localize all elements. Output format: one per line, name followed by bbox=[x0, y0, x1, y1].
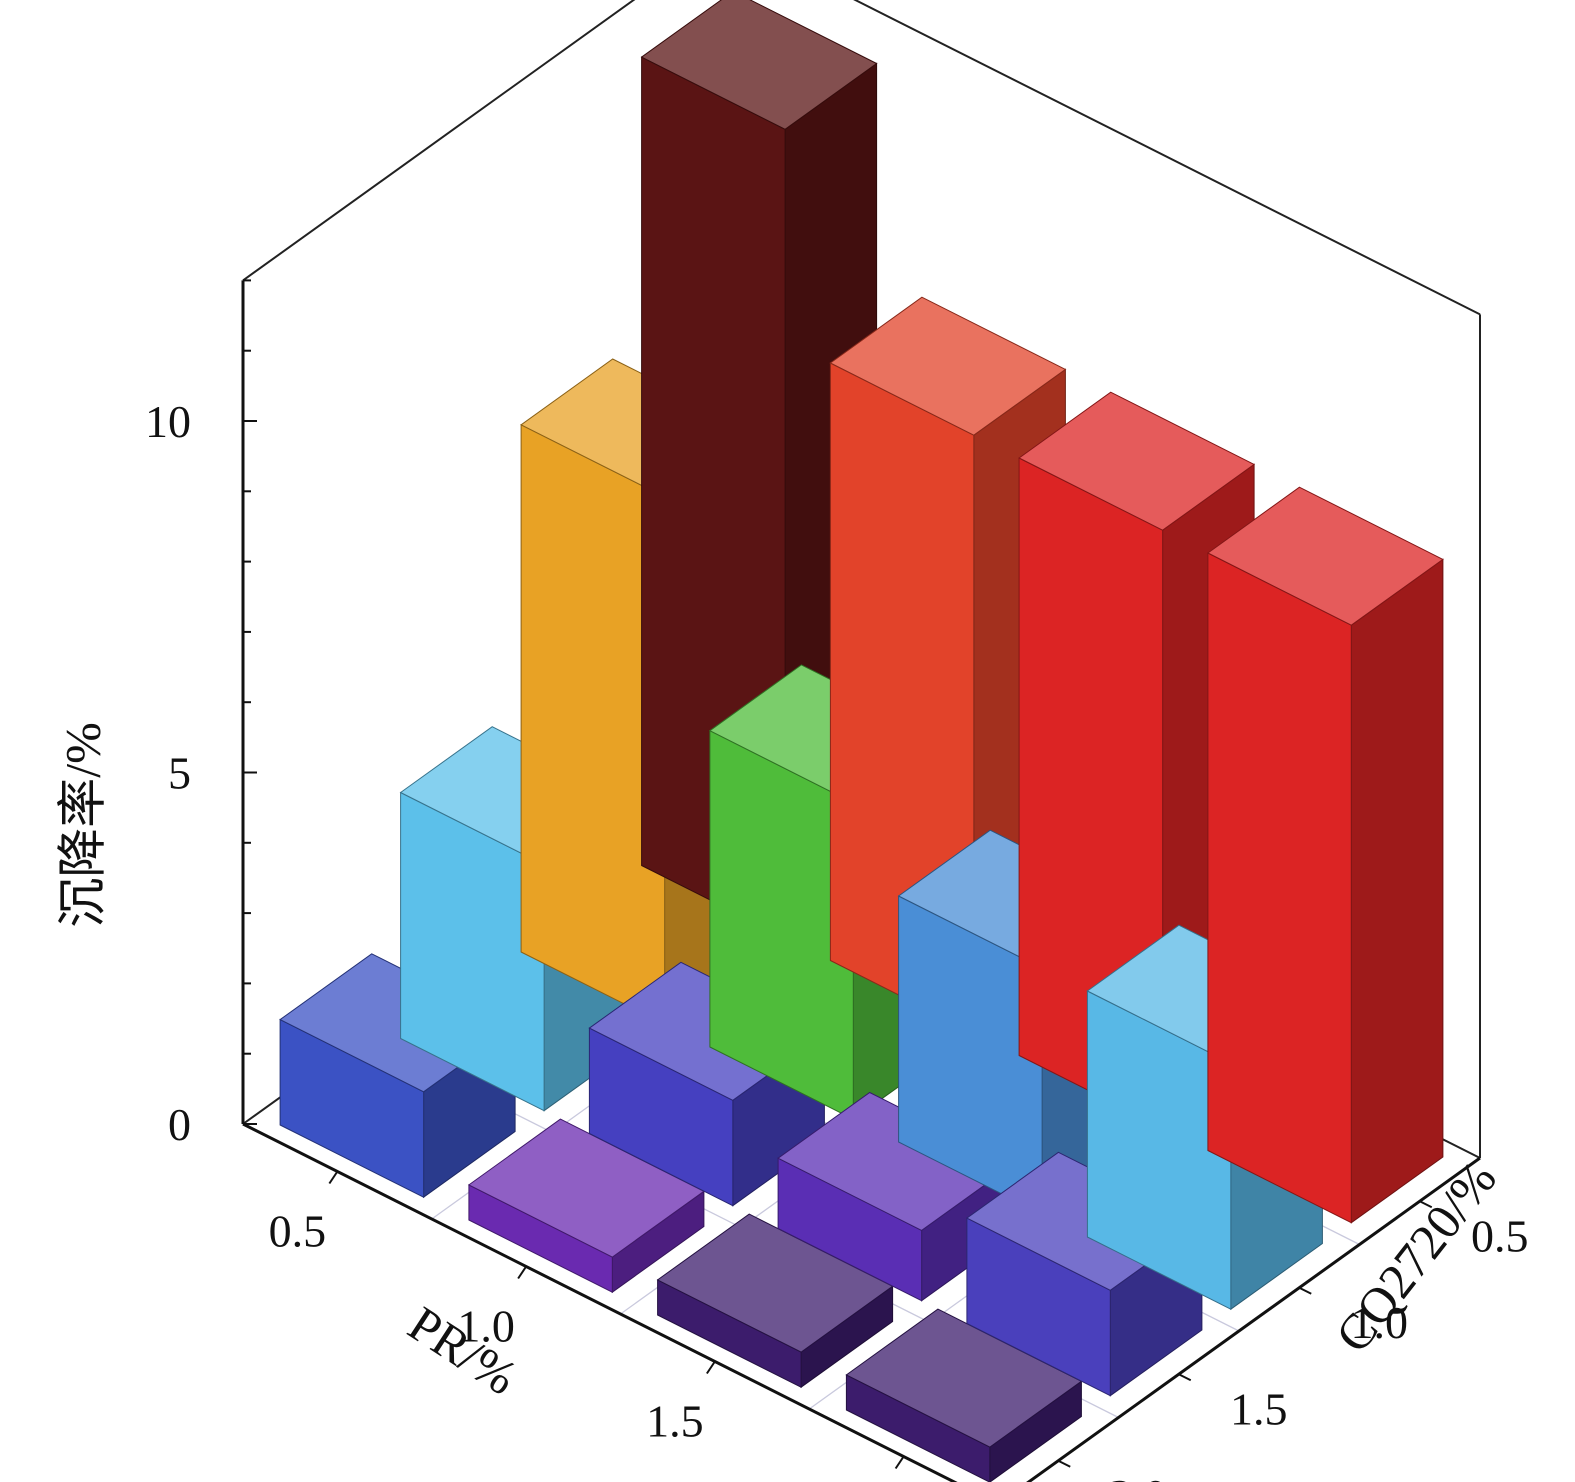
pr-tick-label: 0.5 bbox=[269, 1206, 327, 1257]
bar-top-face bbox=[829, 296, 1067, 436]
bar-top-face bbox=[640, 0, 878, 130]
frame-top bbox=[242, 0, 1481, 316]
bars-layer bbox=[279, 0, 1444, 1482]
bar-front-face bbox=[1207, 552, 1352, 1224]
cq-tick-label: 2.0 bbox=[1110, 1470, 1168, 1482]
pr-axis-line bbox=[242, 1122, 958, 1482]
z-axis-title: 沉降率/% bbox=[54, 722, 110, 928]
bar-pr2-cq2 bbox=[845, 1308, 1083, 1482]
cq-tick bbox=[1178, 1373, 1192, 1382]
cq-axis-line bbox=[1026, 1156, 1481, 1482]
cq-tick bbox=[1298, 1286, 1312, 1295]
pr-tick bbox=[517, 1265, 527, 1280]
cq-tick bbox=[1057, 1459, 1071, 1468]
bar-pr2-cq0.5 bbox=[1206, 486, 1444, 1224]
pr-tick bbox=[894, 1455, 905, 1470]
cq-tick-label: 1.5 bbox=[1230, 1383, 1288, 1434]
bar-pr1-cq2 bbox=[467, 1118, 705, 1294]
z-tick-label: 5 bbox=[168, 748, 191, 799]
pr-tick-label: 1.5 bbox=[646, 1396, 704, 1447]
bar-top-face bbox=[1206, 486, 1444, 626]
z-tick-label: 0 bbox=[168, 1099, 191, 1150]
cq-tick-label: 0.5 bbox=[1471, 1210, 1529, 1261]
cq-tick-label: 1.0 bbox=[1351, 1297, 1409, 1348]
axes-layer bbox=[241, 279, 1481, 1482]
pr-tick bbox=[706, 1360, 716, 1375]
z-tick-label: 10 bbox=[145, 396, 191, 447]
bar-top-face bbox=[1018, 391, 1256, 531]
pr-tick-label: 1.0 bbox=[457, 1301, 515, 1352]
pr-tick bbox=[328, 1170, 339, 1185]
bar-side-face bbox=[1350, 558, 1444, 1224]
cq-tick bbox=[1419, 1200, 1433, 1209]
